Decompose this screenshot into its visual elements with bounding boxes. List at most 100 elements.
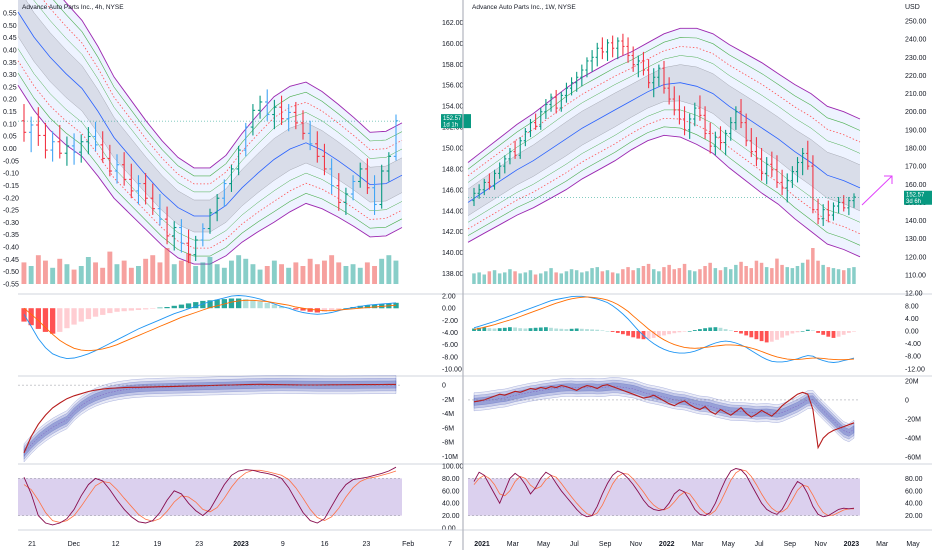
volume-bar (826, 267, 831, 284)
macd-histogram-bar (698, 329, 702, 331)
macd-histogram-bar (257, 301, 263, 309)
ohlc-bar (770, 151, 774, 178)
ohlc-bar (386, 152, 392, 182)
macd-histogram-bar (243, 299, 249, 309)
macd-tick-label: -6.00 (442, 342, 458, 349)
ohlc-bar (682, 106, 687, 136)
stoch-tick-label: 80.00 (905, 476, 923, 483)
bollinger-band-2-5 (467, 37, 861, 170)
time-tick-label: Sep (784, 541, 797, 548)
volume-bar (322, 260, 327, 284)
left-scale-tick-label: -0.40 (3, 245, 19, 252)
volume-bar (229, 260, 234, 284)
ohlc-bar (243, 122, 248, 157)
volume-bar (544, 271, 548, 284)
macd-tick-label: 12.00 (905, 291, 923, 298)
left-scale-tick-label: -0.45 (3, 257, 19, 264)
price-tick-label: 158.00 (442, 62, 464, 69)
ohlc-bar (482, 178, 486, 196)
ohlc-bar (636, 55, 640, 78)
ad-tick-label: -6M (442, 425, 454, 432)
chart-title: Advance Auto Parts Inc., 1W, NYSE (472, 4, 576, 11)
left-scale-tick-label: 0.45 (3, 35, 17, 42)
macd-tick-label: -2.00 (442, 318, 458, 325)
ohlc-bar (179, 219, 184, 253)
last-price-countdown: 3d 6h (906, 199, 921, 205)
ad-envelope (23, 380, 397, 458)
ohlc-bar (207, 208, 213, 234)
macd-histogram-bar (193, 302, 199, 309)
ohlc-bar (157, 194, 163, 226)
time-tick-label: Mar (507, 541, 520, 548)
volume-bar (554, 272, 558, 284)
left-scale-tick-label: -0.35 (3, 232, 19, 239)
macd-histogram-bar (71, 308, 77, 325)
volume-bar (652, 269, 656, 284)
macd-histogram-bar (626, 331, 630, 336)
price-tick-label: 220.00 (905, 73, 927, 80)
price-tick-label: 110.00 (905, 272, 926, 279)
volume-bar (616, 273, 620, 284)
bollinger-band-2-5 (17, 72, 403, 257)
bollinger-band-2 (467, 117, 861, 235)
ohlc-bar (129, 163, 134, 199)
ohlc-bar (631, 46, 635, 72)
macd-histogram-bar (564, 329, 569, 331)
volume-bar (790, 268, 795, 284)
macd-histogram-bar (811, 330, 815, 331)
time-tick-label: 2022 (659, 541, 675, 548)
ohlc-bar (605, 39, 610, 61)
left-scale-tick-label: -0.55 (3, 282, 19, 289)
ohlc-bar (590, 50, 594, 72)
time-tick-label: 7 (448, 541, 452, 548)
ohlc-bar (307, 120, 313, 151)
volume-bar (523, 272, 528, 284)
stoch-band (18, 478, 402, 516)
macd-histogram-bar (754, 331, 759, 340)
volume-bar (497, 273, 502, 284)
macd-histogram-bar (157, 307, 163, 309)
ohlc-bar (279, 95, 284, 125)
last-price-countdown: 1d 1h (443, 123, 458, 129)
ad-envelope (473, 382, 855, 437)
volume-bar (718, 270, 723, 284)
bollinger-outer-band (467, 134, 861, 258)
macd-histogram-bar (636, 331, 641, 339)
ohlc-bar (343, 187, 349, 215)
macd-histogram-bar (128, 308, 134, 311)
bollinger-band-1-5 (17, 48, 403, 241)
macd-histogram-bar (278, 306, 285, 309)
volume-bar (631, 270, 635, 284)
volume-bar (157, 262, 163, 284)
ohlc-bar (300, 110, 306, 140)
left-scale-tick-label: -0.50 (3, 269, 19, 276)
macd-histogram-bar (703, 328, 707, 331)
macd-histogram-bar (692, 330, 697, 331)
volume-bar (286, 267, 292, 284)
ohlc-bar (186, 229, 191, 264)
price-tick-label: 146.00 (442, 187, 464, 194)
ohlc-bar (826, 200, 830, 223)
macd-histogram-bar (646, 331, 651, 339)
macd-histogram-bar (621, 331, 625, 335)
ohlc-bar (662, 60, 666, 94)
volume-bar (657, 271, 661, 284)
volume-bar (307, 258, 313, 284)
left-scale-tick-label: 0.30 (3, 72, 17, 79)
macd-histogram-bar (826, 331, 831, 337)
ohlc-bar (785, 173, 789, 203)
macd-histogram-bar (214, 299, 220, 309)
macd-tick-label: -4.00 (442, 330, 458, 337)
macd-histogram-bar (847, 331, 851, 333)
volume-bar (821, 264, 825, 284)
bollinger-outer-band (467, 27, 861, 163)
macd-histogram-bar (293, 308, 299, 310)
macd-histogram-bar (821, 331, 826, 335)
macd-tick-label: -4.00 (905, 341, 921, 348)
time-tick-label: 2023 (233, 541, 249, 548)
macd-tick-label: 2.00 (442, 294, 456, 301)
macd-histogram-bar (579, 328, 584, 331)
price-tick-label: 140.00 (442, 250, 464, 257)
